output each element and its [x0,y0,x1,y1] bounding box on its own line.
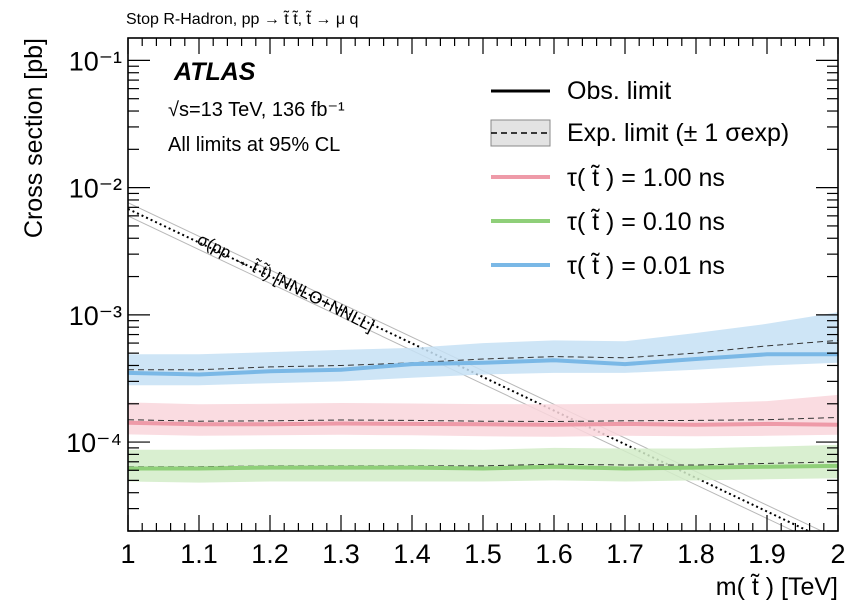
data-layer [128,202,838,531]
x-tick-label: 1.1 [180,539,218,569]
x-tick-label: 1.7 [606,539,644,569]
x-tick-label: 1.6 [535,539,573,569]
series-2-exp-line [128,461,838,468]
x-axis-title: m( t̃ ) [TeV] [716,573,838,601]
x-tick-label: 1.9 [748,539,786,569]
y-axis-title: Cross section [pb] [20,38,48,238]
theory-cross-section-line [128,207,811,531]
series-2-obs-line [128,463,838,471]
series-1-exp-line [128,417,838,423]
y-tick-label: 10⁻⁴ [66,428,122,458]
x-tick-label: 1.5 [464,539,502,569]
series-0-exp-band [128,312,838,386]
y-tick-label: 10⁻² [69,174,122,204]
x-tick-label: 1 [120,539,135,569]
legend-tau2-label: τ( t̃ ) = 0.10 ns [567,208,725,236]
axis-layer: 1 1.1 1.2 1.3 1.4 1.5 1.6 1.7 1.8 1.9 2 10⁻⁴ 10⁻³ 10⁻… [66,38,846,569]
x-tick-label: 2 [830,539,845,569]
theory-curve-label: σ(pp → t̃ t̃) [NNLO+NNLL] [194,229,378,335]
process-caption: Stop R-Hadron, pp → t̃ t̃, t̃ → μ q [126,9,358,28]
legend-tau1-label: τ( t̃ ) = 1.00 ns [567,164,725,192]
experiment-label: ATLAS [173,58,256,86]
legend-exp-label: Exp. limit (± 1 σexp) [567,119,789,147]
y-tick-label: 10⁻³ [69,301,122,331]
x-tick-label: 1.3 [322,539,360,569]
legend-obs-label: Obs. limit [567,77,671,105]
legend-tau3-label: τ( t̃ ) = 0.01 ns [567,252,725,280]
x-tick-label: 1.2 [251,539,289,569]
legend-exp-band [490,119,551,147]
energy-lumi-label: √s=13 TeV, 136 fb⁻¹ [168,99,345,121]
cl-note: All limits at 95% CL [168,134,340,156]
series-2-exp-band [128,444,838,483]
series-0-exp-line [128,339,838,371]
series-1-obs-line [128,420,838,427]
x-tick-label: 1.8 [677,539,715,569]
y-tick-label: 10⁻¹ [69,46,122,76]
series-1-exp-band [128,394,838,437]
legend: Obs. limit Exp. limit (± 1 σexp) τ( t̃ )… [490,77,789,280]
series-0-obs-line [128,352,838,377]
x-tick-label: 1.4 [393,539,431,569]
